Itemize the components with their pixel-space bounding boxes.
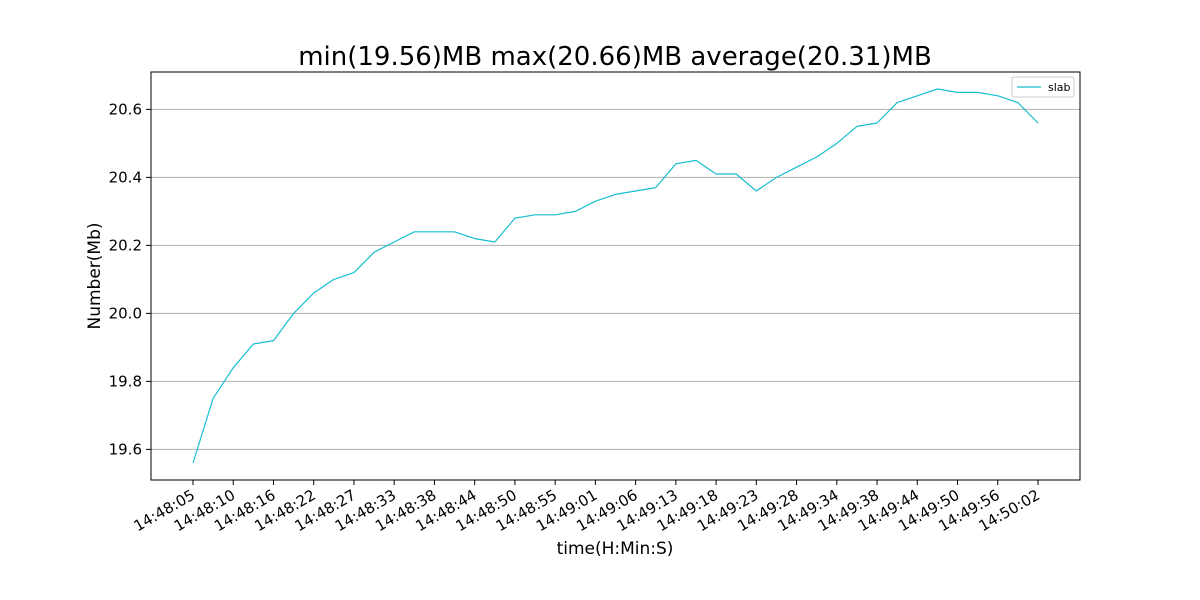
y-axis: 19.6 19.8 20.0 20.2 20.4 20.6 bbox=[109, 100, 151, 458]
plot-frame bbox=[150, 71, 1081, 481]
y-axis-label: Number(Mb) bbox=[85, 222, 105, 329]
y-tick-label: 20.6 bbox=[109, 100, 142, 118]
chart-title: min(19.56)MB max(20.66)MB average(20.31)… bbox=[298, 42, 932, 72]
y-tick-label: 20.4 bbox=[109, 168, 142, 186]
legend: slab bbox=[1011, 76, 1075, 98]
series-line-slab bbox=[192, 88, 1039, 464]
y-tick-label: 20.0 bbox=[109, 304, 142, 322]
y-tick-label: 20.2 bbox=[109, 236, 142, 254]
grid-lines bbox=[151, 108, 1080, 450]
legend-label: slab bbox=[1048, 81, 1071, 94]
y-tick-label: 19.6 bbox=[109, 440, 142, 458]
y-tick-label: 19.8 bbox=[109, 372, 142, 390]
series-layer bbox=[192, 88, 1039, 464]
legend-box bbox=[1011, 76, 1075, 98]
x-axis-label: time(H:Min:S) bbox=[557, 539, 674, 559]
